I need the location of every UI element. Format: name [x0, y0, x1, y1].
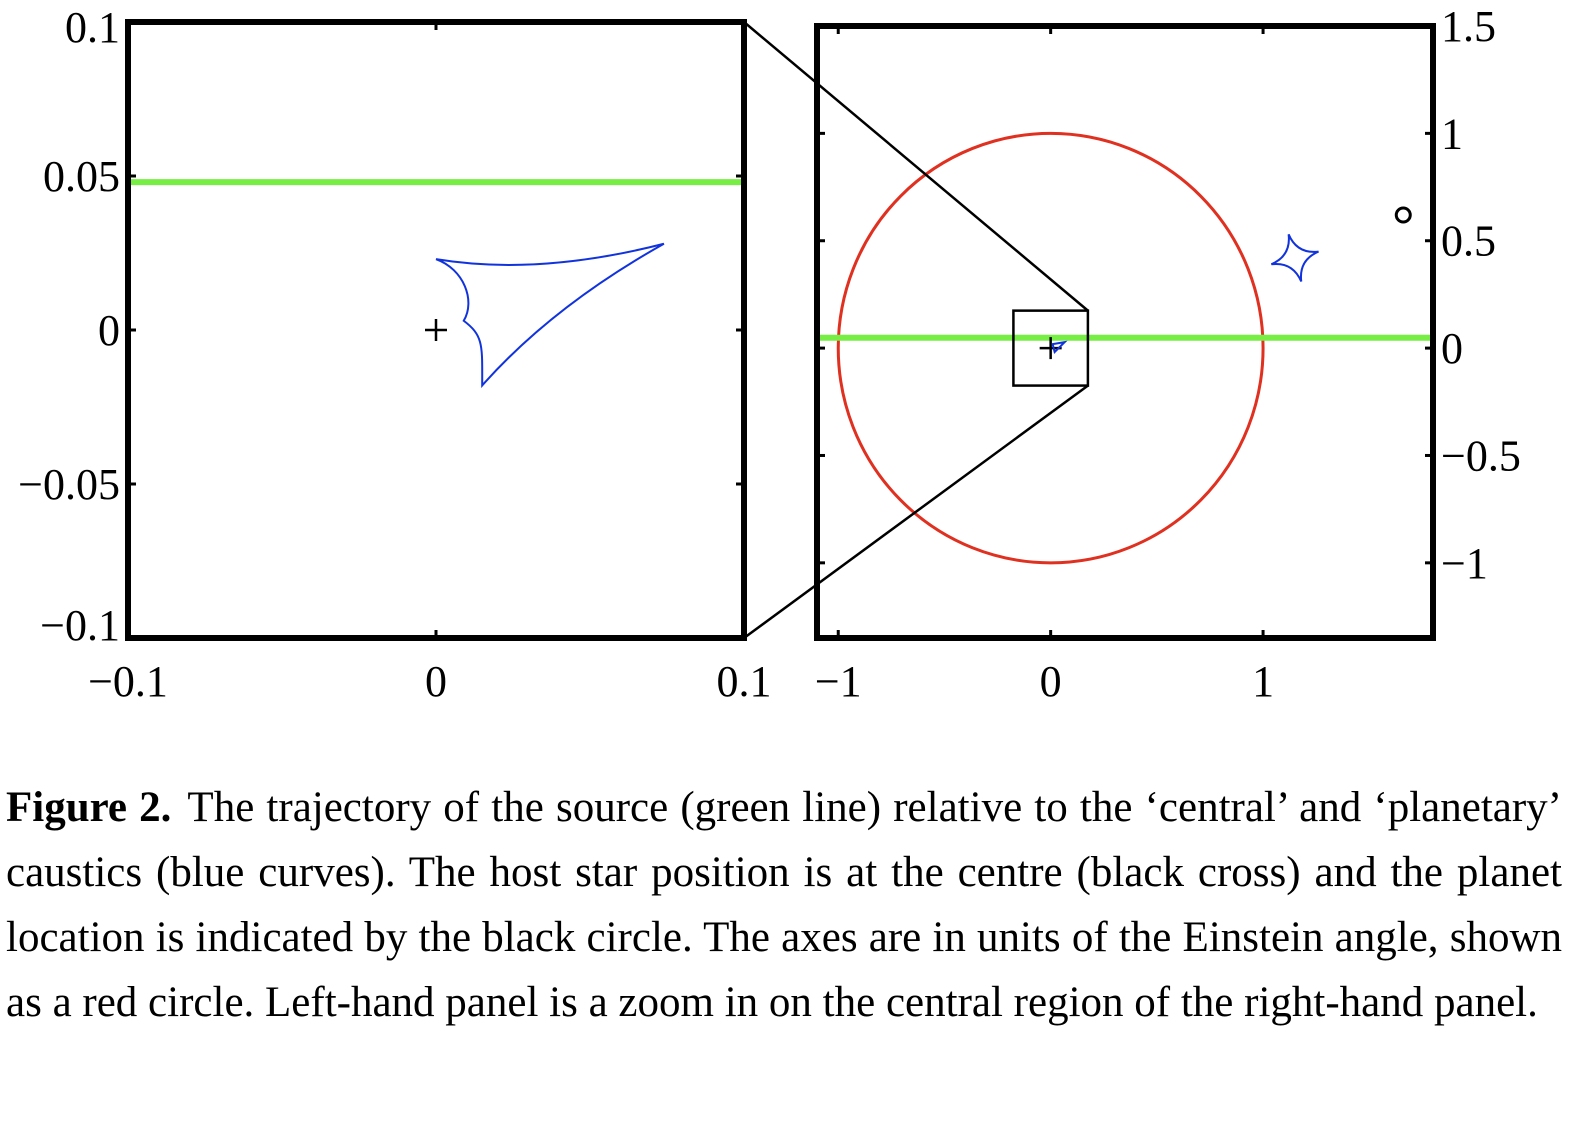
central-caustic [435, 242, 665, 389]
y-tick-label: −0.5 [1441, 431, 1521, 480]
zoom-connector-line [743, 384, 1089, 640]
figure-caption: Figure 2. The trajectory of the source (g… [6, 775, 1562, 1035]
zoom-box [1012, 309, 1090, 387]
x-tick-label: 0 [425, 657, 447, 706]
y-tick-label: 1.5 [1441, 2, 1496, 51]
figure-svg: −0.1 0 0.1 −0.1 −0.05 0 0.05 0.1 −1 0 1 −1 −0.5 0 0.5 1… [18, 2, 1521, 706]
y-tick-label: 0.05 [43, 152, 120, 201]
x-tick-label: 1 [1252, 657, 1274, 706]
figure: −0.1 0 0.1 −0.1 −0.05 0 0.05 0.1 −1 0 1 −1 −0.5 0 0.5 1… [18, 2, 1521, 706]
zoom-connector-line [743, 21, 1089, 312]
plot-frame [814, 23, 1436, 641]
y-tick-label: 0.1 [65, 3, 120, 52]
planetary-caustic [1270, 233, 1319, 282]
x-tick-label: 0 [1040, 657, 1062, 706]
central-caustic-small [1051, 340, 1068, 355]
y-tick-label: −0.1 [40, 601, 120, 650]
x-tick-label: −1 [815, 657, 862, 706]
y-tick-label: 0.5 [1441, 217, 1496, 266]
y-tick-label: −0.05 [18, 460, 120, 509]
x-tick-label: −0.1 [88, 657, 168, 706]
y-tick-label: 0 [98, 306, 120, 355]
x-tick-label: 0.1 [717, 657, 772, 706]
y-tick-label: −1 [1441, 539, 1488, 588]
caption-label: Figure 2. [6, 784, 172, 831]
caption-text: The trajectory of the source (green line… [6, 784, 1562, 1026]
planet-marker [1394, 206, 1412, 224]
einstein-ring [836, 131, 1265, 565]
y-tick-label: 1 [1441, 109, 1463, 158]
y-tick-label: 0 [1441, 324, 1463, 373]
